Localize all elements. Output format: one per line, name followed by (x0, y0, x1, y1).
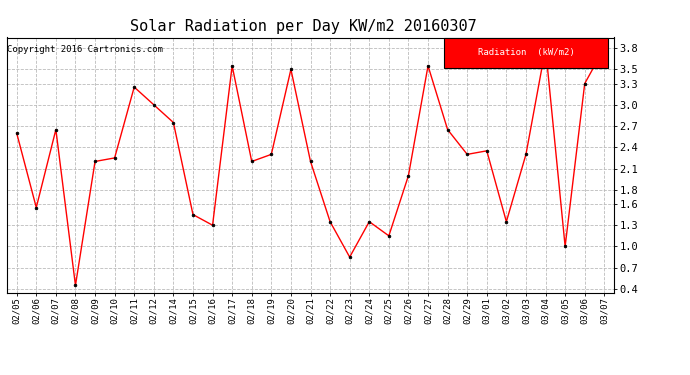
Text: Solar Radiation per Day KW/m2 20160307: Solar Radiation per Day KW/m2 20160307 (130, 19, 477, 34)
Text: Copyright 2016 Cartronics.com: Copyright 2016 Cartronics.com (7, 45, 163, 54)
Text: Radiation  (kW/m2): Radiation (kW/m2) (477, 48, 575, 57)
FancyBboxPatch shape (444, 38, 608, 68)
